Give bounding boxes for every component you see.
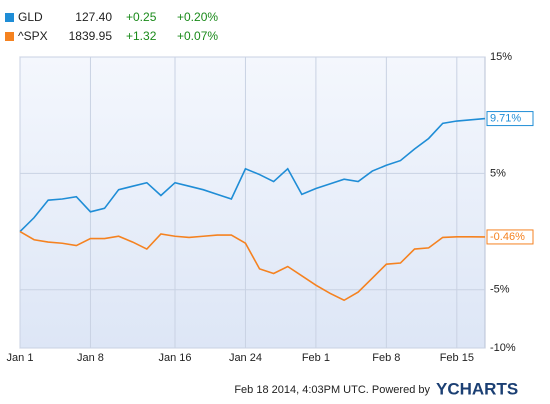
legend-change: +0.25 bbox=[126, 10, 157, 24]
legend-name: ^SPX bbox=[18, 29, 48, 43]
y-tick-label: 15% bbox=[490, 51, 512, 63]
end-label: -0.46% bbox=[490, 231, 525, 243]
x-tick-label: Jan 1 bbox=[7, 352, 34, 364]
x-tick-label: Feb 1 bbox=[302, 352, 330, 364]
legend-swatch bbox=[5, 13, 14, 22]
legend-price: 127.40 bbox=[75, 10, 112, 24]
x-tick-label: Jan 8 bbox=[77, 352, 104, 364]
footer: Feb 18 2014, 4:03PM UTC. Powered by bbox=[234, 384, 430, 396]
plot-area bbox=[19, 56, 486, 349]
y-tick-label: -5% bbox=[490, 284, 510, 296]
brand: YCHARTS bbox=[436, 379, 518, 398]
x-tick-label: Feb 15 bbox=[440, 352, 474, 364]
legend-name: GLD bbox=[18, 10, 43, 24]
legend-change: +1.32 bbox=[126, 29, 157, 43]
x-tick-label: Feb 8 bbox=[372, 352, 400, 364]
end-label-box bbox=[486, 229, 534, 245]
series-line bbox=[19, 117, 486, 233]
legend-swatch bbox=[5, 32, 14, 41]
legend-price: 1839.95 bbox=[69, 29, 113, 43]
series-line bbox=[19, 230, 486, 302]
y-tick-label: 5% bbox=[490, 167, 506, 179]
x-tick-label: Jan 16 bbox=[158, 352, 191, 364]
legend-percent: +0.20% bbox=[177, 10, 218, 24]
legend-percent: +0.07% bbox=[177, 29, 218, 43]
y-tick-label: -10% bbox=[490, 342, 516, 354]
end-label-box bbox=[486, 111, 534, 127]
x-tick-label: Jan 24 bbox=[229, 352, 262, 364]
end-label: 9.71% bbox=[490, 112, 521, 124]
